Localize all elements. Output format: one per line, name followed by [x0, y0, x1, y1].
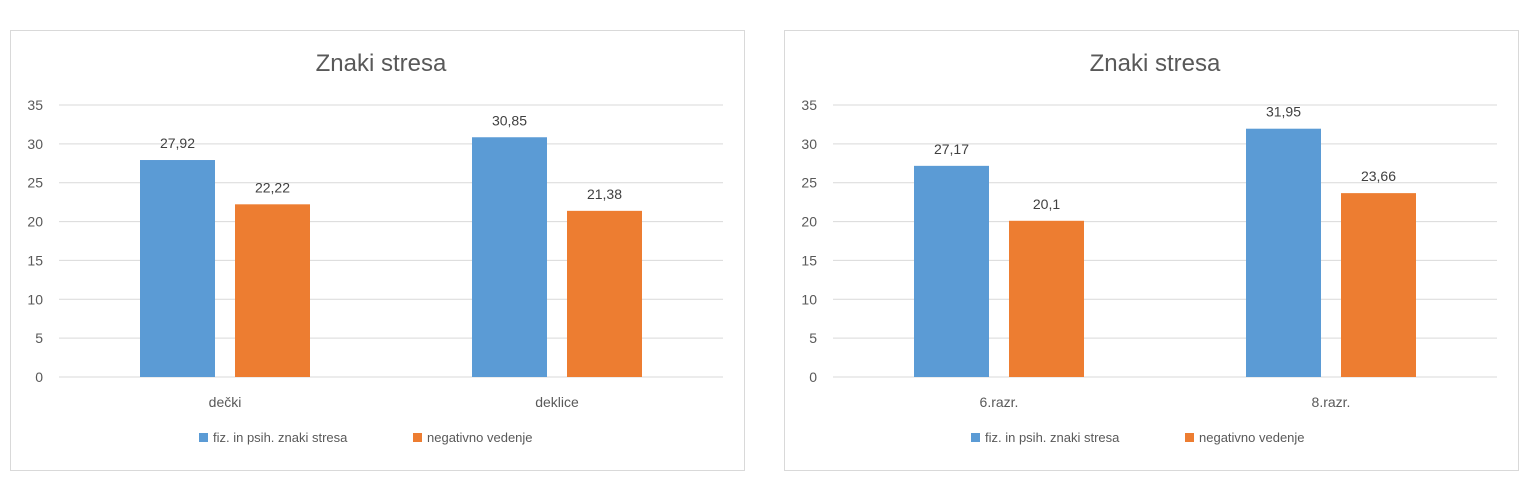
chart-title: Znaki stresa [316, 50, 447, 77]
y-tick-label: 15 [801, 252, 817, 268]
bar-chart-stress-by-grade: Znaki stresa 0 5 10 15 20 25 30 35 27,17 20,1 6.raz… [801, 50, 1497, 445]
category-label: dečki [209, 394, 242, 410]
data-label: 27,92 [160, 135, 195, 151]
chart-panel-stress-by-grade: Znaki stresa 0 5 10 15 20 25 30 35 27,17 20,1 6.raz… [784, 30, 1519, 471]
chart-panel-stress-by-gender: Znaki stresa 0 5 10 15 20 25 30 35 27,92 22,22 dečk… [10, 30, 745, 471]
data-label: 21,38 [587, 186, 622, 202]
y-tick-label: 30 [801, 136, 817, 152]
chart-title: Znaki stresa [1090, 50, 1221, 77]
y-tick-label: 35 [801, 97, 817, 113]
data-label: 27,17 [934, 141, 969, 157]
legend-label: negativno vedenje [427, 430, 533, 445]
legend-swatch [971, 433, 980, 442]
category-label: 8.razr. [1312, 394, 1351, 410]
legend-swatch [1185, 433, 1194, 442]
data-label: 31,95 [1266, 104, 1301, 120]
bar-stress-signs [914, 165, 989, 377]
category-label: 6.razr. [980, 394, 1019, 410]
bar-stress-signs [472, 137, 547, 377]
data-label: 22,22 [255, 179, 290, 195]
legend-label: negativno vedenje [1199, 430, 1305, 445]
bar-negative-behavior [567, 210, 642, 377]
y-tick-label: 30 [27, 136, 43, 152]
bar-stress-signs [1246, 128, 1321, 377]
y-tick-label: 25 [27, 175, 43, 191]
bar-negative-behavior [1009, 220, 1084, 377]
y-tick-label: 20 [801, 214, 817, 230]
category-label: deklice [535, 394, 579, 410]
legend-label: fiz. in psih. znaki stresa [213, 430, 348, 445]
bar-chart-stress-by-gender: Znaki stresa 0 5 10 15 20 25 30 35 27,92 22,22 dečk… [27, 50, 723, 445]
bar-negative-behavior [1341, 193, 1416, 377]
y-tick-label: 10 [27, 291, 43, 307]
y-tick-label: 0 [809, 369, 817, 385]
y-tick-label: 35 [27, 97, 43, 113]
y-tick-label: 15 [27, 252, 43, 268]
legend-label: fiz. in psih. znaki stresa [985, 430, 1120, 445]
data-label: 20,1 [1033, 196, 1060, 212]
y-tick-label: 10 [801, 291, 817, 307]
y-tick-label: 5 [809, 330, 817, 346]
legend-swatch [413, 433, 422, 442]
y-tick-label: 5 [35, 330, 43, 346]
y-tick-label: 20 [27, 214, 43, 230]
legend-swatch [199, 433, 208, 442]
data-label: 30,85 [492, 112, 527, 128]
bar-stress-signs [140, 160, 215, 377]
data-label: 23,66 [1361, 168, 1396, 184]
y-tick-label: 0 [35, 369, 43, 385]
y-tick-label: 25 [801, 175, 817, 191]
bar-negative-behavior [235, 204, 310, 377]
